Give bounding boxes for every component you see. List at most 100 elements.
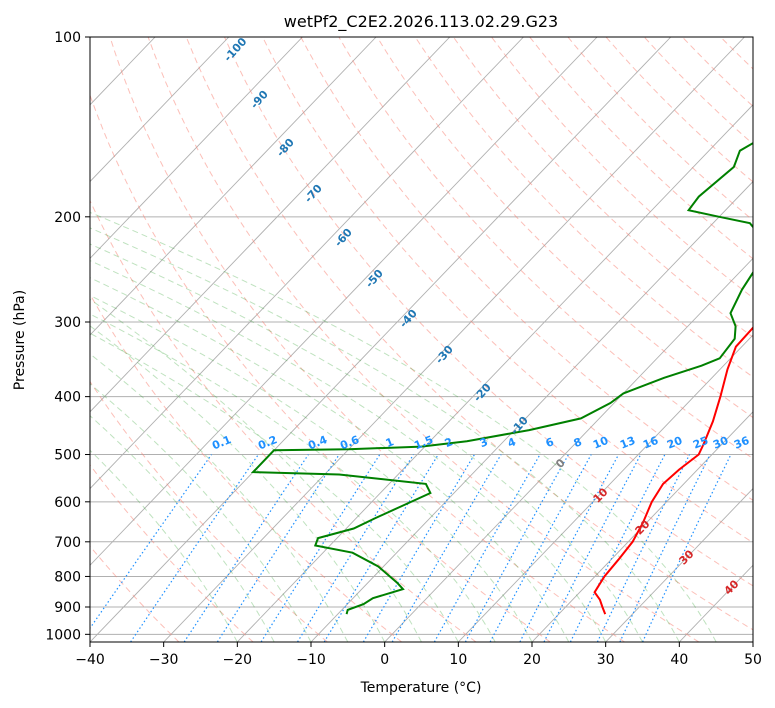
mixing-ratio-line bbox=[642, 454, 732, 642]
moist-adiabat bbox=[90, 332, 459, 642]
moist-adiabat bbox=[90, 415, 275, 642]
moist-adiabat bbox=[90, 383, 312, 642]
moist-adiabat bbox=[90, 211, 717, 642]
mixing-ratio-label: 10 bbox=[591, 434, 610, 452]
dry-adiabat-label: -70 bbox=[302, 182, 325, 206]
mixing-ratio-line bbox=[183, 454, 309, 642]
y-axis: 100 200 300 400 500 600 700 800 900 1000 bbox=[45, 30, 90, 643]
isotherm bbox=[90, 37, 377, 336]
x-tick-label: 30 bbox=[597, 652, 615, 668]
dry-adiabat-label: -60 bbox=[332, 226, 355, 250]
plot-area: -100-90-80-70-60-50-40-30-20-100.1 0.2 0.4… bbox=[90, 37, 775, 642]
x-tick-label: −40 bbox=[75, 652, 105, 668]
dewpoint-profile bbox=[250, 141, 753, 615]
x-tick-label: −30 bbox=[149, 652, 179, 668]
dry-adiabat bbox=[529, 37, 753, 260]
x-axis-label: Temperature (°C) bbox=[360, 680, 482, 696]
mixing-ratio-label: 1.5 bbox=[412, 433, 435, 452]
y-tick-label: 500 bbox=[54, 448, 81, 464]
dry-adiabat bbox=[681, 37, 753, 107]
x-tick-label: −10 bbox=[296, 652, 326, 668]
dry-adiabat bbox=[643, 37, 753, 145]
dry-adiabat bbox=[90, 293, 403, 642]
mixing-ratio-line bbox=[519, 454, 620, 642]
isotherm bbox=[236, 104, 753, 642]
x-tick-label: 20 bbox=[523, 652, 541, 668]
mixing-ratio-line bbox=[391, 454, 502, 642]
dry-adiabat bbox=[109, 37, 625, 642]
dry-adiabat bbox=[262, 37, 753, 544]
mixing-ratio-label: 25 bbox=[691, 434, 710, 452]
isotherm bbox=[90, 37, 524, 490]
moist-adiabat bbox=[90, 277, 570, 642]
isotherm bbox=[531, 411, 753, 642]
isotherm bbox=[605, 487, 753, 642]
y-tick-label: 900 bbox=[54, 600, 81, 616]
dry-adiabat bbox=[720, 37, 753, 70]
dry-adiabat-label: -50 bbox=[363, 267, 386, 291]
moist-adiabat bbox=[90, 298, 422, 642]
mixing-ratio-label: 2 bbox=[443, 435, 455, 450]
moist-adiabat bbox=[90, 449, 238, 642]
moist-adiabat bbox=[90, 325, 386, 642]
y-tick-label: 100 bbox=[54, 30, 81, 46]
mixing-ratio-line bbox=[569, 454, 666, 642]
y-tick-label: 700 bbox=[54, 535, 81, 551]
dry-adiabat bbox=[90, 380, 328, 642]
mixing-ratio-line bbox=[489, 454, 592, 642]
mixing-ratio-line bbox=[216, 454, 340, 642]
dry-adiabat bbox=[338, 37, 753, 460]
mixing-ratio-line bbox=[543, 454, 642, 642]
x-tick-label: 10 bbox=[449, 652, 467, 668]
mixing-ratio-line bbox=[296, 454, 415, 642]
mixing-ratio-line bbox=[130, 454, 259, 642]
dry-adiabat bbox=[147, 37, 700, 642]
moist-adiabat bbox=[90, 313, 496, 642]
moist-adiabat bbox=[90, 294, 533, 642]
dry-adiabat bbox=[567, 37, 753, 221]
dry-adiabat bbox=[759, 37, 775, 642]
moist-adiabat bbox=[90, 243, 643, 642]
mixing-ratio-label: 8 bbox=[572, 435, 584, 450]
mixing-ratio-line bbox=[619, 454, 711, 642]
x-tick-label: −20 bbox=[223, 652, 253, 668]
isotherm-label: 10 bbox=[591, 485, 611, 505]
dry-adiabat-label: -20 bbox=[471, 381, 494, 405]
dry-adiabat bbox=[90, 199, 477, 642]
temperature-profile bbox=[593, 326, 753, 615]
isotherm bbox=[678, 564, 753, 642]
isotherm bbox=[752, 641, 753, 642]
mixing-ratio-label: 6 bbox=[544, 435, 556, 450]
moist-adiabat bbox=[90, 353, 349, 642]
x-axis: −40 −30 −20 −10 0 10 20 30 40 50 bbox=[75, 642, 762, 668]
mixing-ratio-label: 30 bbox=[711, 434, 730, 452]
isotherm bbox=[90, 37, 303, 260]
isotherm bbox=[457, 334, 753, 642]
y-tick-label: 600 bbox=[54, 495, 81, 511]
moist-adiabat bbox=[90, 227, 680, 642]
dry-adiabat bbox=[376, 37, 753, 419]
dry-adiabat-label: -90 bbox=[248, 88, 271, 112]
y-tick-label: 300 bbox=[54, 315, 81, 331]
dry-adiabat-label: -30 bbox=[433, 343, 456, 367]
isotherm bbox=[90, 37, 598, 566]
mixing-ratio-line bbox=[260, 454, 381, 642]
y-tick-label: 800 bbox=[54, 569, 81, 585]
mixing-ratio-label: 20 bbox=[665, 434, 684, 452]
dry-adiabat bbox=[491, 37, 753, 299]
isotherm bbox=[163, 37, 745, 642]
mixing-ratio-label: 3 bbox=[478, 435, 490, 450]
mixing-ratio-label: 1 bbox=[384, 435, 396, 450]
mixing-ratio-line bbox=[90, 454, 212, 630]
dry-adiabat bbox=[414, 37, 753, 378]
dry-adiabat bbox=[90, 464, 254, 642]
isotherm bbox=[384, 257, 753, 642]
moist-adiabat bbox=[90, 260, 607, 642]
isotherm bbox=[90, 37, 451, 413]
mixing-ratio-line bbox=[323, 454, 439, 642]
y-tick-label: 400 bbox=[54, 390, 81, 406]
x-tick-label: 0 bbox=[380, 652, 389, 668]
dry-adiabat bbox=[185, 37, 753, 631]
mixing-ratio-label: 16 bbox=[641, 434, 660, 452]
